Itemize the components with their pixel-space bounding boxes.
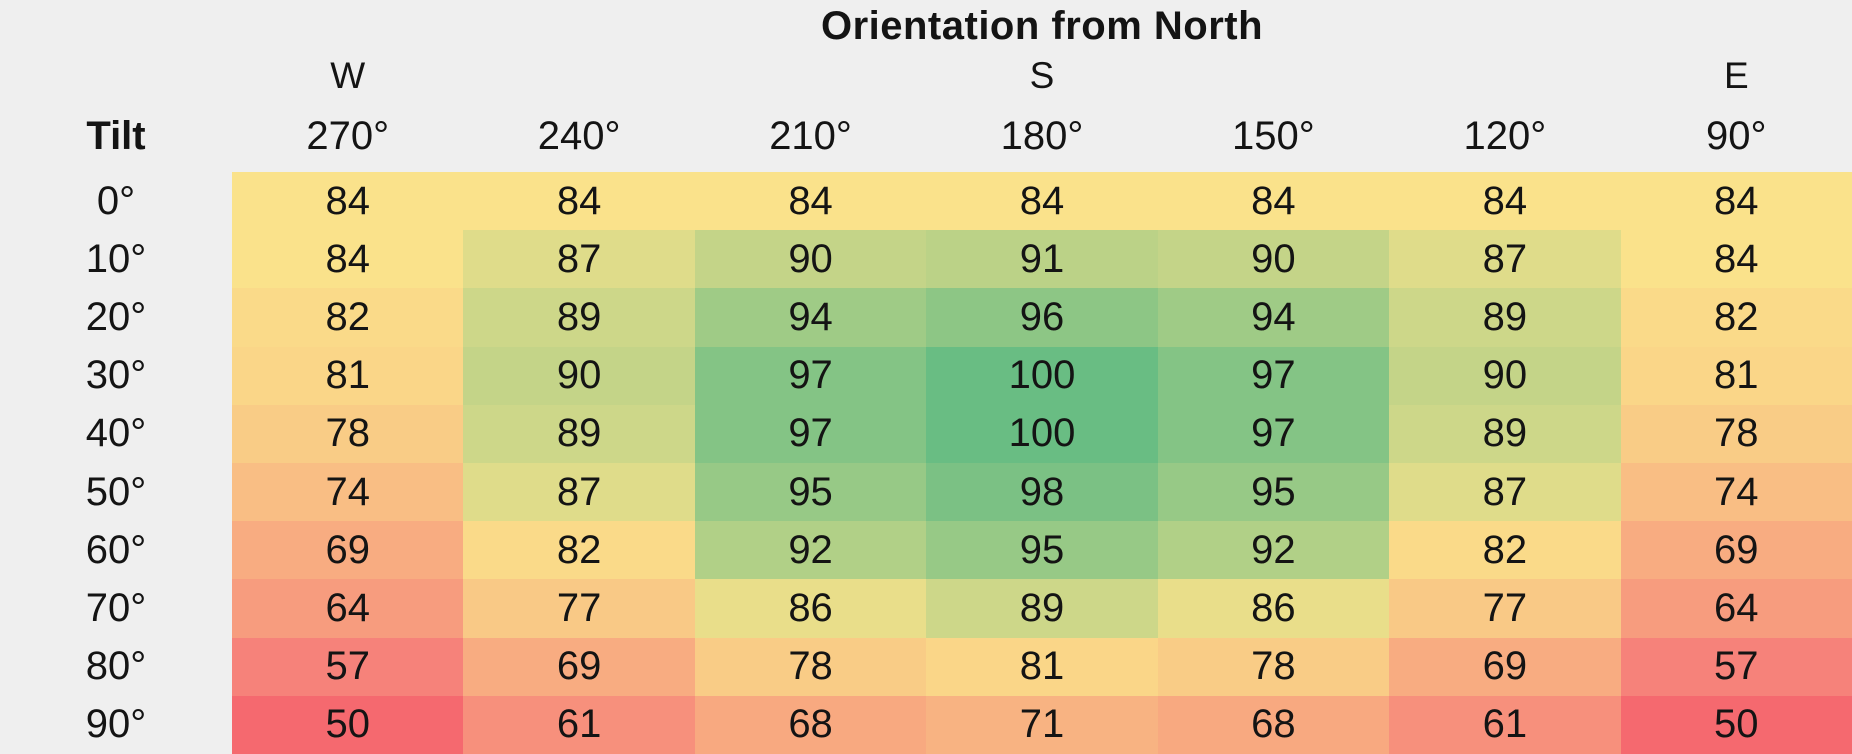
heatmap-cell: 87 xyxy=(463,230,695,289)
heatmap-cell: 86 xyxy=(694,579,927,638)
heatmap-cell: 78 xyxy=(232,404,464,463)
column-header-120deg: 120° xyxy=(1463,113,1547,158)
heatmap-cell: 74 xyxy=(1620,462,1852,522)
heatmap-cell: 71 xyxy=(926,695,1158,754)
row-tilt-label: 40° xyxy=(85,411,147,456)
column-header-240deg: 240° xyxy=(537,113,621,158)
heatmap-cell: 89 xyxy=(463,404,695,463)
heatmap-cell: 81 xyxy=(1620,346,1852,405)
heatmap-cell: 50 xyxy=(232,695,464,754)
row-tilt-label: 60° xyxy=(85,527,147,572)
heatmap-cell: 64 xyxy=(232,579,464,638)
heatmap-cell: 82 xyxy=(463,521,695,580)
heatmap-cell: 69 xyxy=(232,521,464,580)
heatmap-cell: 81 xyxy=(232,346,464,405)
heatmap-cell: 91 xyxy=(926,230,1158,289)
heatmap-cell: 84 xyxy=(232,172,464,231)
heatmap-cell: 100 xyxy=(926,404,1158,463)
column-header-210deg: 210° xyxy=(769,113,852,158)
chart-title: Orientation from North xyxy=(820,3,1264,48)
heatmap-cell: 90 xyxy=(1389,346,1621,405)
heatmap-cell: 84 xyxy=(1620,230,1852,289)
heatmap-cell: 98 xyxy=(926,462,1158,522)
heatmap-cell: 87 xyxy=(1389,230,1621,289)
heatmap-cell: 77 xyxy=(463,579,695,638)
column-header-90deg: 90° xyxy=(1706,113,1767,158)
heatmap-cell: 90 xyxy=(694,230,927,289)
compass-label-w: W xyxy=(330,55,366,96)
row-tilt-label: 0° xyxy=(96,178,136,223)
heatmap-cell: 84 xyxy=(463,172,695,231)
compass-cell-empty xyxy=(1389,52,1620,100)
heatmap-cell: 97 xyxy=(1157,404,1390,463)
heatmap-cell: 82 xyxy=(232,288,464,347)
heatmap-cell: 64 xyxy=(1620,579,1852,638)
heatmap-cell: 90 xyxy=(463,346,695,405)
column-header-180deg: 180° xyxy=(1000,113,1084,158)
heatmap-cell: 78 xyxy=(1157,637,1390,696)
row-tilt-label: 80° xyxy=(85,644,147,689)
row-tilt-label: 50° xyxy=(85,469,147,514)
heatmap-cell: 84 xyxy=(694,172,927,231)
row-tilt-label: 30° xyxy=(85,353,147,398)
compass-cell-empty xyxy=(1158,52,1389,100)
compass-row-spacer xyxy=(0,52,232,100)
compass-label-s: S xyxy=(1029,55,1055,96)
compass-cell-empty xyxy=(463,52,694,100)
heatmap-cell: 84 xyxy=(926,172,1158,231)
heatmap-cell: 68 xyxy=(1157,695,1390,754)
heatmap-cell: 89 xyxy=(463,288,695,347)
heatmap-cell: 77 xyxy=(1389,579,1621,638)
heatmap-cell: 82 xyxy=(1389,521,1621,580)
heatmap-cell: 90 xyxy=(1157,230,1390,289)
heatmap-cell: 84 xyxy=(1620,172,1852,231)
row-tilt-label: 70° xyxy=(85,585,147,630)
heatmap-cell: 78 xyxy=(694,637,927,696)
heatmap-cell: 89 xyxy=(1389,288,1621,347)
heatmap-cell: 61 xyxy=(1389,695,1621,754)
heatmap-cell: 100 xyxy=(926,346,1158,405)
heatmap-cell: 87 xyxy=(463,462,695,522)
heatmap-cell: 95 xyxy=(694,462,927,522)
heatmap-cell: 92 xyxy=(1157,521,1390,580)
heatmap-cell: 81 xyxy=(926,637,1158,696)
heatmap-cell: 68 xyxy=(694,695,927,754)
tilt-axis-label: Tilt xyxy=(86,113,146,158)
heatmap-cell: 97 xyxy=(1157,346,1390,405)
heatmap-cell: 84 xyxy=(1389,172,1621,231)
heatmap-cell: 94 xyxy=(694,288,927,347)
heatmap-cell: 89 xyxy=(926,579,1158,638)
heatmap-cell: 97 xyxy=(694,346,927,405)
column-header-270deg: 270° xyxy=(306,113,390,158)
heatmap-cell: 69 xyxy=(1620,521,1852,580)
compass-cell-empty xyxy=(695,52,926,100)
heatmap-cell: 82 xyxy=(1620,288,1852,347)
heatmap-cell: 78 xyxy=(1620,404,1852,463)
column-header-150deg: 150° xyxy=(1232,113,1315,158)
heatmap-cell: 95 xyxy=(1157,462,1390,522)
heatmap-cell: 69 xyxy=(463,637,695,696)
heatmap-cell: 94 xyxy=(1157,288,1390,347)
heatmap-cell: 97 xyxy=(694,404,927,463)
heatmap-cell: 92 xyxy=(694,521,927,580)
heatmap-cell: 89 xyxy=(1389,404,1621,463)
row-tilt-label: 10° xyxy=(85,236,147,281)
heatmap-cell: 57 xyxy=(1620,637,1852,696)
heatmap-cell: 57 xyxy=(232,637,464,696)
heatmap-cell: 74 xyxy=(232,462,464,522)
heatmap-cell: 84 xyxy=(232,230,464,289)
heatmap-cell: 87 xyxy=(1389,462,1621,522)
heatmap-cell: 96 xyxy=(926,288,1158,347)
heatmap-cell: 84 xyxy=(1157,172,1390,231)
heatmap-cell: 86 xyxy=(1157,579,1390,638)
heatmap-cell: 50 xyxy=(1620,695,1852,754)
heatmap-cell: 95 xyxy=(926,521,1158,580)
row-tilt-label: 20° xyxy=(85,294,147,339)
compass-label-e: E xyxy=(1723,55,1749,96)
row-tilt-label: 90° xyxy=(85,702,147,747)
heatmap-cell: 61 xyxy=(463,695,695,754)
heatmap-cell: 69 xyxy=(1389,637,1621,696)
